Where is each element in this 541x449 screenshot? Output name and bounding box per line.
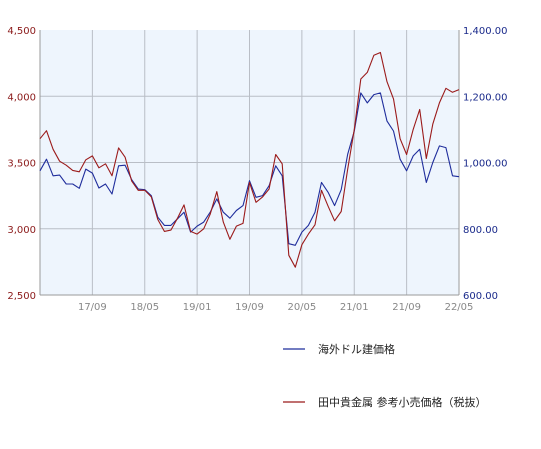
x-tick-label: 21/09 [392,302,421,313]
gridlines [40,30,459,295]
x-axis-ticks: 17/09 18/05 19/01 19/09 20/05 21/01 21/09 22/05 [78,302,473,313]
series-line-overseas-dollar-price [39,92,460,246]
x-tick-label: 22/05 [445,302,474,313]
x-tick-label: 19/09 [235,302,264,313]
right-axis-ticks: 1,400.00 1,200.00 1,000.00 800.00 600.00 [463,26,508,302]
x-tick-label: 19/01 [183,302,212,313]
right-tick-label: 1,000.00 [463,159,508,170]
right-tick-label: 600.00 [463,291,498,302]
axes [39,30,460,296]
legend-item-tanaka-retail-price: 田中貴金属 参考小売価格（税抜） [283,395,487,409]
x-tick-label: 20/05 [287,302,316,313]
right-tick-label: 1,400.00 [463,26,508,37]
legend-label-tanaka-retail-price: 田中貴金属 参考小売価格（税抜） [318,395,487,409]
left-tick-label: 4,000 [7,92,36,103]
right-tick-label: 1,200.00 [463,92,508,103]
legend-label-overseas-dollar-price: 海外ドル建価格 [318,342,395,356]
left-tick-label: 4,500 [7,26,36,37]
legend-item-overseas-dollar-price: 海外ドル建価格 [283,342,395,356]
left-axis-ticks: 4,500 4,000 3,500 3,000 2,500 [7,26,36,302]
legend: 海外ドル建価格 田中貴金属 参考小売価格（税抜） [283,342,487,409]
x-tick-label: 17/09 [78,302,107,313]
series-lines [39,51,460,268]
x-tick-label: 18/05 [130,302,159,313]
left-tick-label: 2,500 [7,291,36,302]
series-line-tanaka-retail-price [39,51,460,268]
right-tick-label: 800.00 [463,225,498,236]
left-tick-label: 3,000 [7,225,36,236]
left-tick-label: 3,500 [7,159,36,170]
x-tick-label: 21/01 [340,302,369,313]
